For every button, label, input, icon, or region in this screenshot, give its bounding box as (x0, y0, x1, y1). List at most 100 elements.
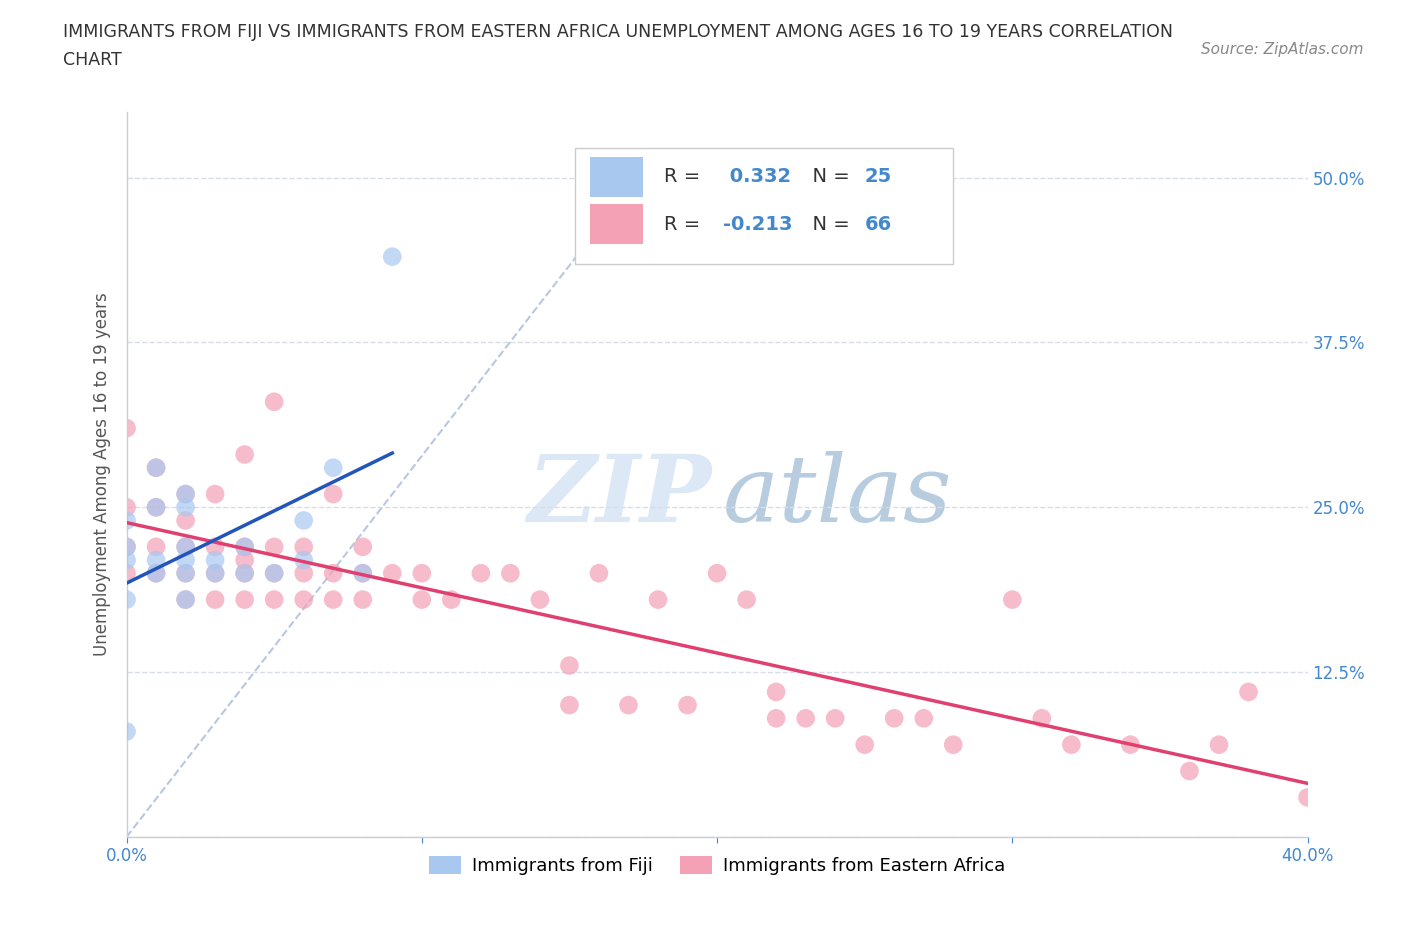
Point (588, 565, 610, 580)
Point (529, 592, 551, 607)
Point (174, 592, 197, 607)
Point (263, 539, 285, 554)
Point (322, 460, 344, 475)
Point (174, 552, 197, 567)
Point (292, 552, 315, 567)
Point (352, 539, 374, 554)
Point (322, 486, 344, 501)
Point (115, 539, 138, 554)
Point (115, 499, 138, 514)
Point (1060, 737, 1083, 752)
Text: 0.332: 0.332 (723, 167, 792, 186)
Point (145, 565, 167, 580)
Point (233, 539, 256, 554)
Point (352, 565, 374, 580)
Point (204, 486, 226, 501)
Point (145, 552, 167, 567)
Text: ZIP: ZIP (527, 451, 711, 541)
Point (174, 513, 197, 528)
Point (204, 565, 226, 580)
Point (263, 565, 285, 580)
Point (145, 539, 167, 554)
Text: -0.213: -0.213 (723, 215, 793, 233)
Point (292, 539, 315, 554)
Point (411, 565, 433, 580)
Point (115, 565, 138, 580)
Point (115, 539, 138, 554)
Point (174, 539, 197, 554)
Text: N =: N = (800, 167, 856, 186)
Point (440, 592, 463, 607)
Bar (589, 157, 643, 197)
Point (676, 698, 699, 712)
FancyBboxPatch shape (575, 148, 953, 264)
Point (263, 565, 285, 580)
Point (115, 513, 138, 528)
Point (765, 684, 787, 699)
Point (263, 592, 285, 607)
Point (824, 711, 846, 725)
Point (942, 737, 965, 752)
Point (174, 539, 197, 554)
Point (233, 447, 256, 462)
Point (647, 592, 669, 607)
Point (1296, 790, 1319, 804)
Point (233, 552, 256, 567)
Y-axis label: Unemployment Among Ages 16 to 19 years: Unemployment Among Ages 16 to 19 years (93, 292, 111, 657)
Point (145, 460, 167, 475)
Point (352, 592, 374, 607)
Point (204, 539, 226, 554)
Text: R =: R = (664, 167, 706, 186)
Text: CHART: CHART (63, 51, 122, 69)
Point (174, 592, 197, 607)
Point (883, 711, 905, 725)
Point (706, 565, 728, 580)
Point (1178, 764, 1201, 778)
Point (292, 565, 315, 580)
Point (115, 724, 138, 739)
Text: atlas: atlas (723, 451, 952, 541)
Point (322, 592, 344, 607)
Point (174, 565, 197, 580)
Point (1001, 592, 1024, 607)
Point (352, 565, 374, 580)
Point (115, 592, 138, 607)
Point (292, 592, 315, 607)
Point (174, 486, 197, 501)
Point (145, 499, 167, 514)
Point (322, 565, 344, 580)
Point (558, 698, 581, 712)
Point (174, 486, 197, 501)
Point (145, 565, 167, 580)
Text: Source: ZipAtlas.com: Source: ZipAtlas.com (1201, 42, 1364, 57)
Point (292, 513, 315, 528)
Point (1208, 737, 1230, 752)
Point (912, 711, 935, 725)
Point (204, 565, 226, 580)
Point (233, 565, 256, 580)
Point (1119, 737, 1142, 752)
Point (381, 249, 404, 264)
Text: 25: 25 (865, 167, 891, 186)
Point (204, 592, 226, 607)
Point (233, 565, 256, 580)
Text: IMMIGRANTS FROM FIJI VS IMMIGRANTS FROM EASTERN AFRICA UNEMPLOYMENT AMONG AGES 1: IMMIGRANTS FROM FIJI VS IMMIGRANTS FROM … (63, 23, 1173, 41)
Point (381, 565, 404, 580)
Point (499, 565, 522, 580)
Bar (589, 204, 643, 244)
Text: 66: 66 (865, 215, 891, 233)
Point (617, 698, 640, 712)
Text: R =: R = (664, 215, 706, 233)
Point (853, 737, 876, 752)
Point (145, 460, 167, 475)
Point (145, 499, 167, 514)
Point (174, 565, 197, 580)
Legend: Immigrants from Fiji, Immigrants from Eastern Africa: Immigrants from Fiji, Immigrants from Ea… (422, 848, 1012, 883)
Point (204, 552, 226, 567)
Point (115, 552, 138, 567)
Point (794, 711, 817, 725)
Point (115, 420, 138, 435)
Text: N =: N = (800, 215, 856, 233)
Point (1237, 684, 1260, 699)
Point (1031, 711, 1053, 725)
